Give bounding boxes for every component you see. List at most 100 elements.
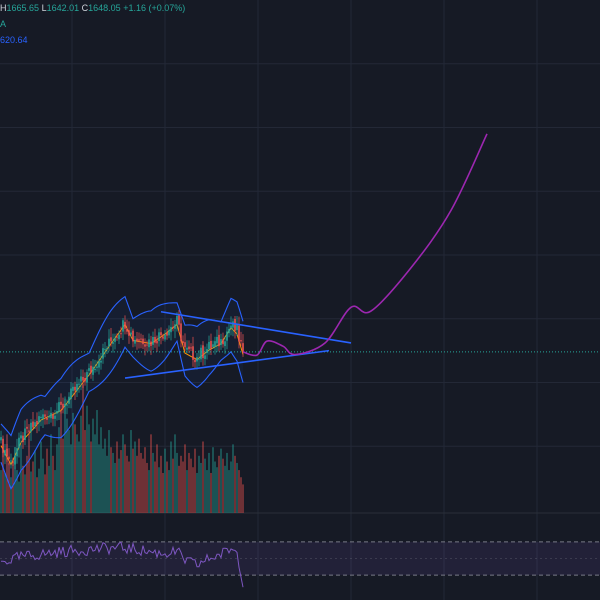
volume-bar-46	[92, 418, 94, 513]
volume-bar-24	[48, 465, 50, 513]
candle-body-64	[128, 330, 130, 336]
volume-bar-15	[30, 471, 32, 513]
volume-bar-89	[178, 465, 180, 513]
volume-bar-43	[86, 405, 88, 513]
candle-body-33	[66, 404, 68, 406]
volume-bar-112	[224, 465, 226, 513]
volume-bar-51	[102, 448, 104, 513]
candle-body-110	[220, 339, 222, 346]
candle-body-54	[108, 338, 110, 347]
volume-bar-33	[66, 418, 68, 513]
volume-bar-74	[148, 470, 150, 513]
candle-body-66	[132, 330, 134, 342]
volume-bar-48	[96, 410, 98, 513]
candle-body-71	[142, 338, 144, 345]
volume-bar-42	[84, 430, 86, 513]
candle-body-9	[18, 437, 20, 449]
candle-body-101	[202, 345, 204, 359]
volume-bar-35	[70, 444, 72, 513]
volume-bar-97	[194, 448, 196, 513]
volume-bar-83	[166, 461, 168, 513]
candle-body-98	[196, 357, 198, 362]
candle-body-84	[168, 330, 170, 336]
candle-body-23	[46, 417, 48, 420]
volume-bar-106	[212, 447, 214, 513]
volume-bar-41	[82, 384, 84, 513]
volume-bar-56	[112, 452, 114, 513]
candle-body-25	[50, 412, 52, 419]
candle-body-50	[100, 360, 102, 363]
volume-bar-30	[60, 410, 62, 513]
candle-body-46	[92, 366, 94, 375]
candle-body-111	[222, 339, 224, 345]
candle-body-26	[52, 414, 54, 419]
candle-body-8	[16, 448, 18, 457]
candle-body-29	[58, 402, 60, 412]
volume-bar-60	[120, 450, 122, 513]
candle-body-114	[228, 328, 230, 334]
candle-body-53	[106, 348, 108, 350]
candle-body-96	[192, 346, 194, 360]
candle-body-51	[102, 348, 104, 359]
candle-body-81	[162, 336, 164, 339]
volume-bar-2	[4, 472, 6, 513]
volume-bar-31	[62, 438, 64, 513]
candle-body-82	[164, 334, 166, 340]
volume-bar-63	[126, 455, 128, 513]
volume-bar-66	[132, 448, 134, 513]
volume-bar-32	[64, 398, 66, 513]
volume-bar-92	[184, 444, 186, 513]
candle-body-94	[188, 346, 190, 350]
volume-bar-39	[78, 441, 80, 513]
candle-body-108	[216, 336, 218, 344]
volume-bar-113	[226, 452, 228, 513]
candle-body-42	[84, 378, 86, 382]
candle-body-20	[40, 416, 42, 418]
volume-bar-117	[234, 455, 236, 513]
volume-bar-11	[22, 465, 24, 513]
candle-body-17	[34, 422, 36, 426]
volume-bar-81	[162, 472, 164, 513]
candle-body-116	[232, 321, 234, 328]
volume-bar-87	[174, 434, 176, 513]
change-value: +1.16 (+0.07%)	[123, 3, 186, 13]
close-label: C	[81, 3, 89, 13]
volume-bar-57	[114, 462, 116, 513]
candle-body-74	[148, 339, 150, 348]
volume-bar-3	[6, 434, 8, 513]
volume-bar-25	[50, 434, 52, 513]
candle-body-119	[238, 325, 240, 342]
volume-bar-118	[236, 462, 238, 513]
candle-body-39	[78, 383, 80, 385]
candle-body-118	[236, 324, 238, 331]
candle-body-60	[120, 333, 122, 335]
volume-bar-101	[202, 441, 204, 513]
candle-body-11	[22, 435, 24, 443]
candle-body-70	[140, 338, 142, 340]
candle-body-6	[12, 461, 14, 463]
bollinger-lower-line	[0, 339, 244, 491]
volume-bar-34	[68, 430, 70, 513]
volume-bar-86	[172, 458, 174, 513]
candle-body-78	[156, 340, 158, 344]
volume-bar-21	[42, 458, 44, 513]
volume-bar-108	[216, 467, 218, 513]
candle-body-88	[176, 315, 178, 325]
volume-bar-62	[124, 444, 126, 513]
candle-body-41	[82, 376, 84, 381]
candle-body-102	[204, 355, 206, 359]
volume-bar-72	[144, 447, 146, 513]
candle-body-67	[134, 339, 136, 344]
indicator-label: A	[0, 19, 7, 29]
volume-bar-29	[58, 427, 60, 513]
close-value: 1648.05	[88, 3, 121, 13]
high-label: H	[0, 3, 7, 13]
candle-body-117	[234, 318, 236, 331]
candle-body-113	[226, 331, 228, 341]
volume-bar-50	[100, 427, 102, 513]
volume-bar-99	[198, 455, 200, 513]
volume-bar-38	[76, 434, 78, 513]
candle-body-16	[32, 421, 34, 428]
candle-body-34	[68, 396, 70, 404]
